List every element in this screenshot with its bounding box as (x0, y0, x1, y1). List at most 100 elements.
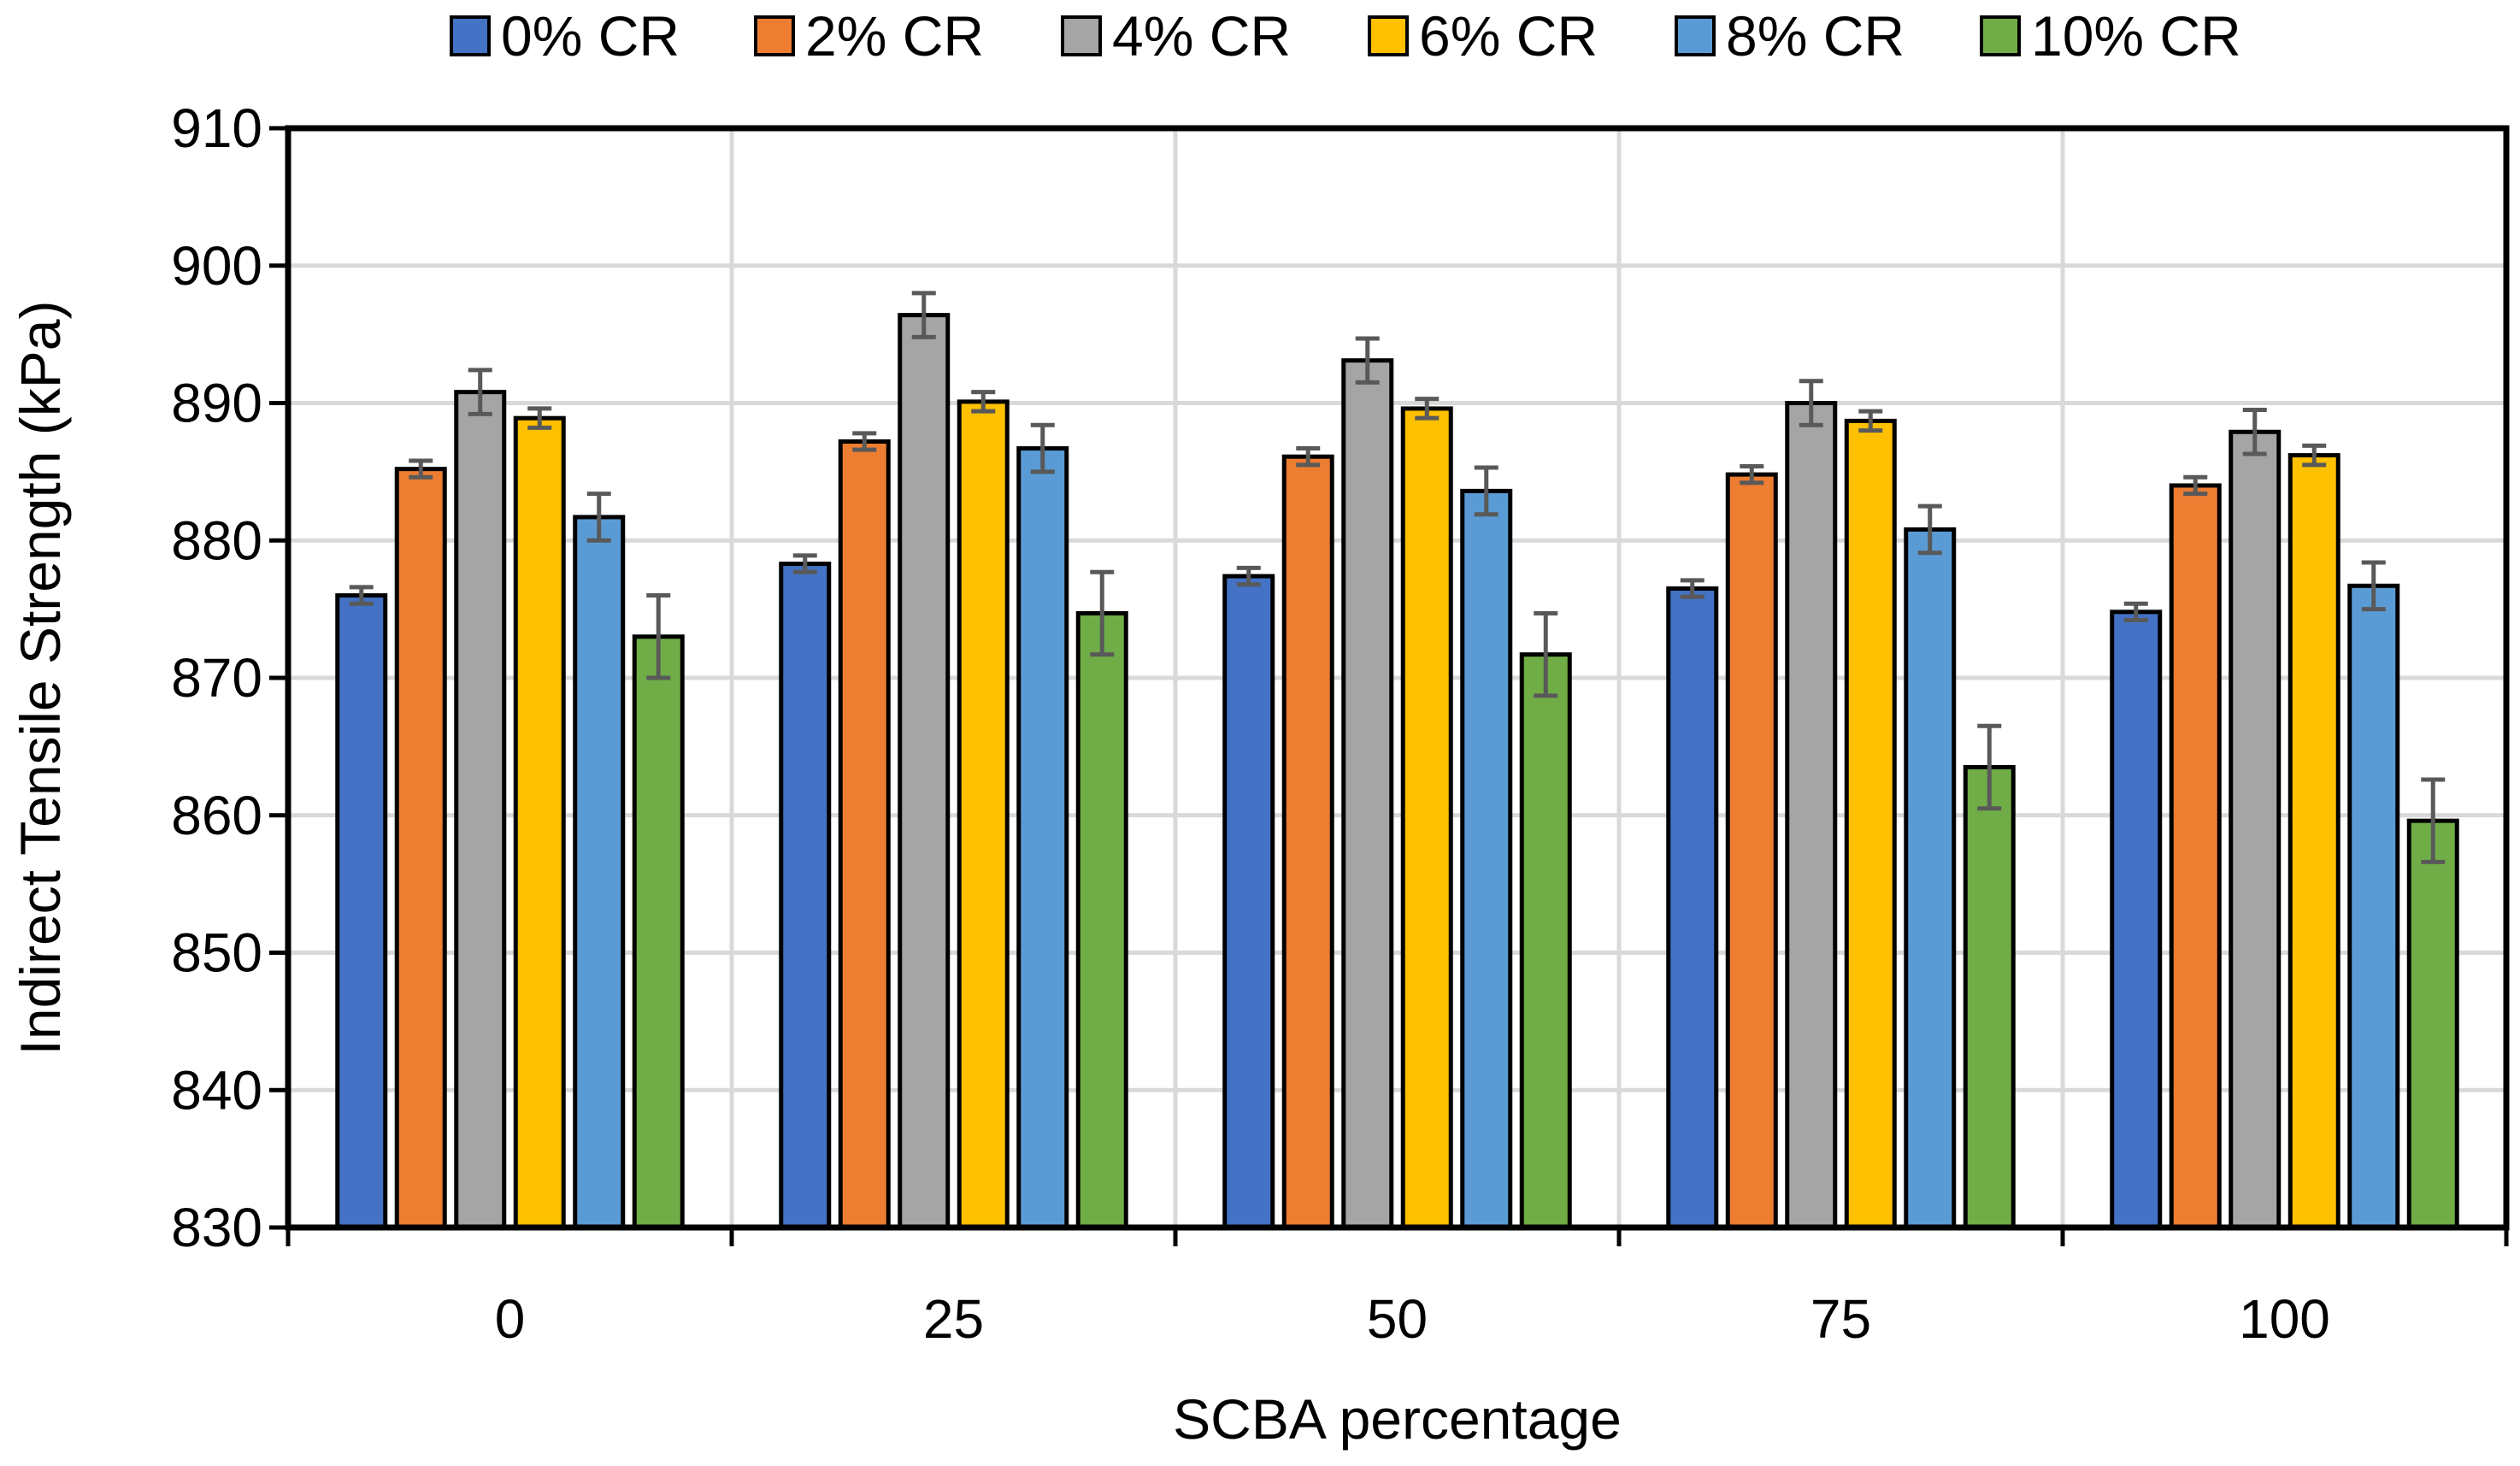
bar (1075, 610, 1128, 1230)
error-bar (409, 458, 433, 480)
bar (1785, 401, 1838, 1230)
bar (1341, 358, 1394, 1230)
bar (2287, 453, 2340, 1230)
error-bar (1799, 379, 1823, 427)
legend-label: 0% CR (501, 4, 680, 68)
bar (1519, 652, 1572, 1230)
bar (2347, 583, 2400, 1230)
error-bar (1858, 409, 1883, 433)
bar (1725, 472, 1778, 1230)
error-bar (1355, 336, 1380, 385)
error-bar (2242, 408, 2267, 456)
legend-item: 2% CR (754, 4, 984, 68)
error-bar (586, 492, 611, 543)
legend-label: 2% CR (805, 4, 984, 68)
series-0-cr (335, 553, 2163, 1230)
y-tick-label: 910 (171, 97, 262, 159)
bar (1904, 527, 1957, 1230)
error-bar (1236, 565, 1261, 587)
x-axis-title: SCBA percentage (1173, 1387, 1622, 1451)
error-bar (1090, 569, 1115, 657)
legend-label: 10% CR (2031, 4, 2241, 68)
error-bar (646, 593, 671, 680)
error-bar (1740, 463, 1764, 486)
y-tick-label: 870 (171, 647, 262, 709)
error-bar (1534, 610, 1558, 698)
legend-item: 4% CR (1061, 4, 1291, 68)
y-tick-label: 890 (171, 373, 262, 434)
bar (2169, 483, 2222, 1230)
y-tick-label: 880 (171, 509, 262, 571)
error-bar (1296, 446, 1321, 468)
legend-swatch (754, 15, 795, 56)
legend-item: 0% CR (450, 4, 680, 68)
y-tick-label: 840 (171, 1059, 262, 1121)
error-bar (852, 431, 877, 452)
bar (898, 313, 951, 1230)
y-tick-label: 860 (171, 785, 262, 846)
error-bar (1474, 465, 1498, 517)
error-bar (2302, 443, 2327, 468)
y-axis-title: Indirect Tensile Strength (kPa) (9, 301, 72, 1056)
error-bar (1415, 397, 1440, 421)
error-bar (1977, 723, 2002, 811)
bar (2229, 429, 2282, 1230)
bar (632, 634, 685, 1230)
bar (454, 390, 507, 1230)
error-bar (1030, 422, 1055, 474)
error-bar (2361, 560, 2386, 612)
y-tick-label: 850 (171, 922, 262, 984)
error-bar (2421, 777, 2446, 864)
error-bar (468, 368, 492, 416)
legend-item: 10% CR (1980, 4, 2241, 68)
bar-series (335, 291, 2459, 1230)
legend-swatch (1061, 15, 1102, 56)
error-bar (349, 585, 374, 606)
error-bar (971, 390, 996, 414)
chart-legend: 0% CR 2% CR 4% CR 6% CR 8% CR 10% CR (450, 4, 2241, 68)
series-10-cr (632, 569, 2459, 1230)
x-axis-ticks: 0 25 50 75 100 (495, 1288, 2330, 1350)
series-4-cr (454, 291, 2282, 1230)
legend-swatch (450, 15, 491, 56)
y-tick-label: 900 (171, 235, 262, 297)
x-tick-label: 25 (923, 1288, 984, 1350)
error-bar (527, 406, 552, 430)
x-tick-label: 75 (1811, 1288, 1871, 1350)
bar (1222, 574, 1275, 1230)
bar (1281, 454, 1334, 1230)
bar (394, 467, 447, 1230)
x-tick-label: 100 (2239, 1288, 2330, 1350)
y-axis-ticks: 830 840 850 860 870 880 890 900 910 (171, 97, 262, 1258)
bar (1963, 764, 2016, 1230)
x-tick-label: 50 (1367, 1288, 1428, 1350)
legend-swatch (1980, 15, 2021, 56)
error-bar (1917, 503, 1942, 556)
bar (779, 562, 832, 1230)
bar (1460, 488, 1513, 1230)
x-tick-label: 0 (495, 1288, 526, 1350)
bar (2406, 818, 2459, 1230)
bar (838, 439, 891, 1230)
legend-label: 6% CR (1419, 4, 1598, 68)
legend-label: 4% CR (1112, 4, 1291, 68)
bar (957, 399, 1010, 1230)
bar (1666, 586, 1719, 1230)
y-tick-label: 830 (171, 1197, 262, 1258)
legend-item: 6% CR (1368, 4, 1598, 68)
bar (513, 415, 566, 1230)
bar (335, 593, 388, 1230)
bar (1400, 406, 1453, 1230)
error-bar (792, 553, 817, 574)
error-bar (2123, 601, 2148, 622)
legend-label: 8% CR (1726, 4, 1905, 68)
error-bar (1680, 578, 1705, 599)
error-bar (2183, 474, 2208, 497)
legend-item: 8% CR (1675, 4, 1905, 68)
legend-swatch (1675, 15, 1716, 56)
legend-swatch (1368, 15, 1409, 56)
bar (573, 515, 626, 1230)
error-bar (911, 291, 936, 339)
bar (1016, 446, 1069, 1230)
